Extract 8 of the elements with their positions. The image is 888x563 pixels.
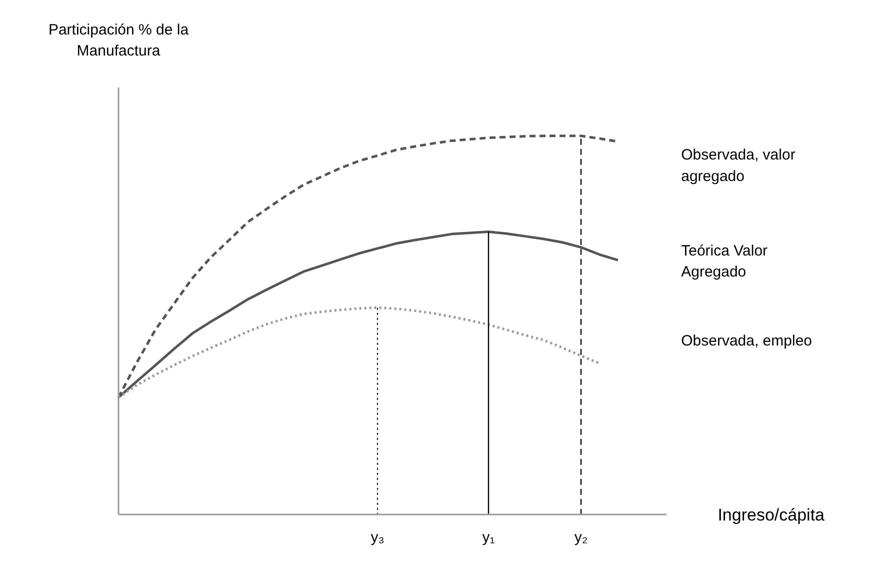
text: Participación % de la Manufactura: [48, 21, 190, 60]
x-tick-label: y₂: [574, 528, 588, 546]
text: Observada, valor agregado: [681, 146, 796, 185]
text: Teórica Valor Agregado: [681, 242, 768, 281]
text: Observada, empleo: [681, 332, 812, 350]
text: Ingreso/cápita: [718, 505, 826, 524]
x-tick-label: y₃: [370, 528, 384, 546]
x-tick-label: y₁: [482, 528, 495, 546]
